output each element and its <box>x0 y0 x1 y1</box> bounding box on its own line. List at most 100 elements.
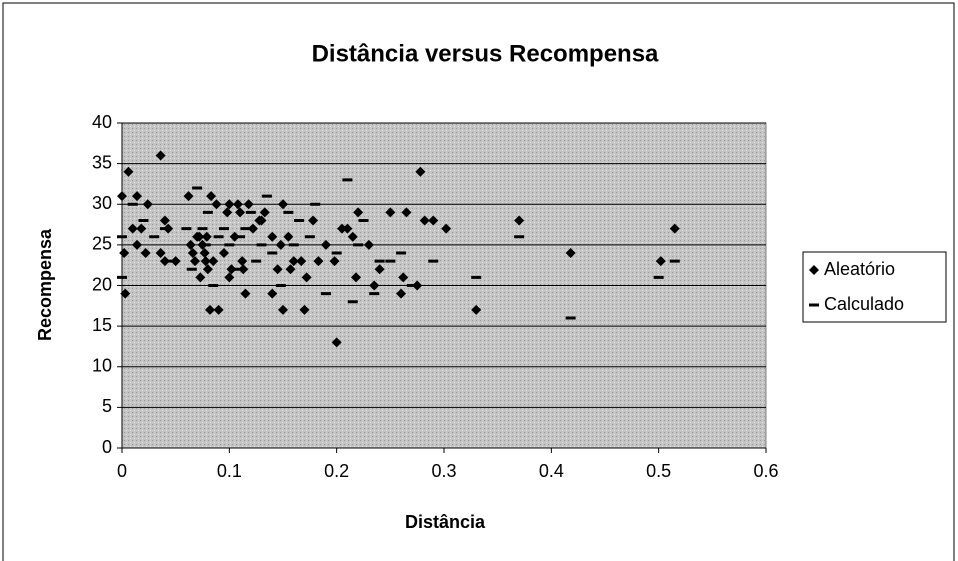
point <box>235 235 246 239</box>
point <box>218 248 229 258</box>
point <box>127 202 138 206</box>
point <box>202 210 213 214</box>
point <box>278 304 288 315</box>
point <box>183 191 194 202</box>
point <box>301 272 312 283</box>
point <box>428 259 439 263</box>
point <box>419 215 430 226</box>
point <box>159 227 170 231</box>
point <box>192 186 203 190</box>
point <box>224 243 235 247</box>
point <box>285 264 296 275</box>
point <box>224 199 235 210</box>
point <box>256 215 267 226</box>
point <box>471 275 482 279</box>
point <box>132 191 143 202</box>
point <box>342 223 353 234</box>
point <box>199 248 210 258</box>
point <box>155 150 166 161</box>
point <box>331 337 342 348</box>
point <box>218 227 229 231</box>
point <box>136 223 147 234</box>
x-axis-label: Distância <box>405 512 486 532</box>
point <box>374 264 385 275</box>
point <box>251 259 262 263</box>
legend-marker <box>809 265 819 275</box>
point <box>247 223 258 234</box>
point <box>232 199 243 210</box>
point <box>308 215 319 226</box>
point <box>669 223 680 234</box>
point <box>283 210 294 214</box>
point <box>123 166 134 177</box>
point <box>374 259 385 263</box>
point <box>310 202 321 206</box>
point <box>272 264 283 275</box>
point <box>261 194 272 198</box>
point <box>398 272 409 283</box>
point <box>275 239 286 250</box>
point <box>120 288 131 299</box>
point <box>358 219 369 222</box>
point <box>187 248 198 258</box>
point <box>288 256 299 267</box>
point <box>245 210 256 214</box>
point <box>240 227 251 231</box>
point <box>200 243 211 247</box>
point <box>194 231 205 242</box>
point <box>278 199 288 210</box>
point <box>294 219 305 222</box>
point <box>350 272 361 283</box>
point <box>201 231 212 242</box>
y-tick-label: 0 <box>102 437 112 457</box>
point <box>222 207 233 218</box>
point <box>655 256 666 267</box>
point <box>347 300 358 304</box>
point <box>347 231 358 242</box>
legend <box>802 251 947 323</box>
point <box>288 243 299 247</box>
point <box>138 219 149 222</box>
point <box>117 235 127 239</box>
point <box>140 248 151 258</box>
point <box>353 243 364 247</box>
point <box>320 239 331 250</box>
point <box>304 235 315 239</box>
point <box>208 256 219 267</box>
point <box>337 223 348 234</box>
point <box>267 288 278 299</box>
y-tick-label: 40 <box>92 112 112 132</box>
point <box>329 256 340 267</box>
point <box>240 288 251 299</box>
point <box>412 280 423 291</box>
point <box>313 256 324 267</box>
point <box>363 239 374 250</box>
point <box>208 284 219 287</box>
point <box>267 231 278 242</box>
point <box>369 292 380 296</box>
point <box>185 239 196 250</box>
point <box>197 227 208 231</box>
chart-title: Distância versus Recompensa <box>312 40 659 67</box>
point <box>200 256 211 267</box>
point <box>159 215 170 226</box>
point <box>132 239 143 250</box>
point <box>186 267 197 271</box>
point <box>168 259 179 263</box>
x-tick-label: 0.5 <box>646 461 671 481</box>
x-tick-label: 0 <box>117 461 127 481</box>
point <box>353 207 364 218</box>
y-tick-label: 15 <box>92 315 112 335</box>
point <box>342 178 353 182</box>
point <box>243 199 254 210</box>
point <box>206 191 217 202</box>
y-tick-label: 30 <box>92 193 112 213</box>
point <box>385 259 396 263</box>
x-tick-label: 0.4 <box>539 461 564 481</box>
point <box>117 275 127 279</box>
point <box>213 235 224 239</box>
x-tick-label: 0.3 <box>431 461 456 481</box>
point <box>237 256 248 267</box>
point <box>396 251 407 255</box>
